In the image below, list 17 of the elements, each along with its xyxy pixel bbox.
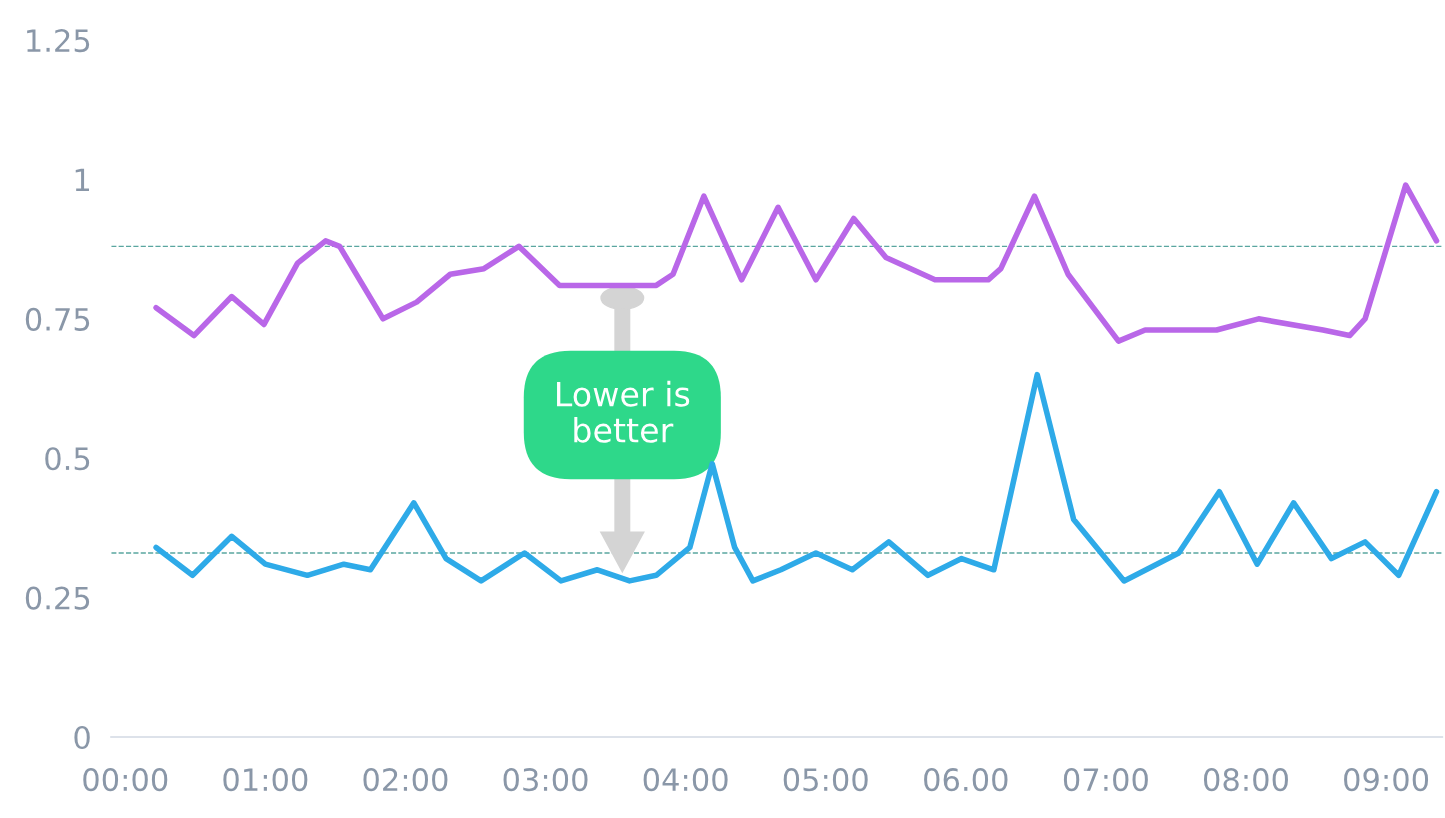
x-tick-label: 03:00 (503, 768, 588, 792)
y-tick-label: 0.5 (45, 447, 90, 471)
x-tick-label: 02:00 (363, 768, 448, 792)
y-tick-label: 0 (74, 725, 90, 750)
y-tick-label: 1 (75, 168, 89, 192)
x-tick-label: 01:00 (223, 768, 308, 792)
x-tick-label: 07:00 (1063, 768, 1148, 792)
y-tick-label: 0.25 (25, 586, 90, 610)
x-tick-label: 05:00 (783, 768, 868, 792)
x-tick-label: 00:00 (83, 768, 168, 792)
y-tick-label: 1.25 (27, 29, 90, 53)
annotation: Lower is better (557, 380, 690, 443)
y-tick-label: 0.75 (25, 307, 90, 331)
x-tick-label: 09:00 (1344, 768, 1429, 792)
x-tick-label: 08:00 (1203, 768, 1288, 792)
x-tick-label: 04:00 (643, 768, 728, 792)
x-tick-label: 06.00 (924, 768, 1008, 792)
